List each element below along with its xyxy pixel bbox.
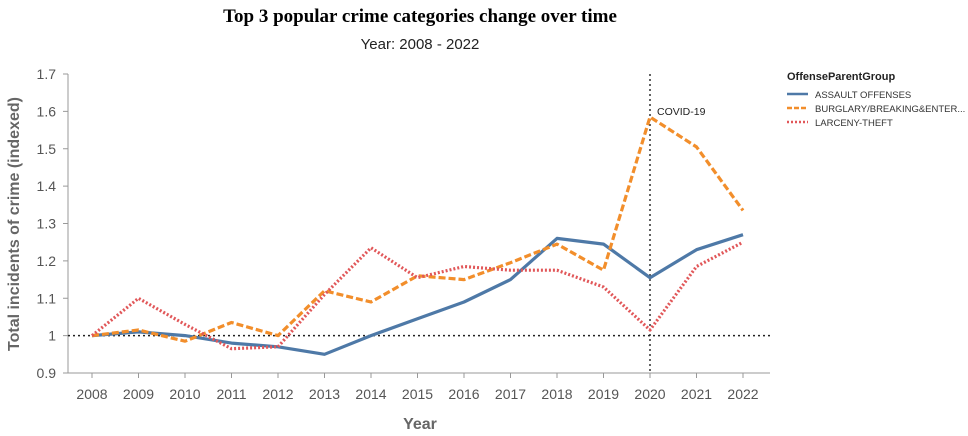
reference-lines (68, 74, 770, 373)
x-tick-label: 2017 (495, 386, 526, 402)
x-tick-label: 2022 (727, 386, 758, 402)
x-tick-label: 2021 (681, 386, 712, 402)
x-tick-label: 2011 (216, 386, 246, 402)
y-tick-label: 1.5 (37, 141, 57, 157)
x-tick-label: 2008 (76, 386, 107, 402)
legend-label: ASSAULT OFFENSES (815, 90, 911, 101)
y-tick-label: 1.4 (37, 178, 57, 194)
x-tick-label: 2010 (169, 386, 200, 402)
x-tick-label: 2018 (541, 386, 572, 402)
x-tick-label: 2019 (588, 386, 619, 402)
y-tick-label: 1.3 (37, 216, 57, 232)
x-tick-label: 2020 (634, 386, 665, 402)
covid-annotation: COVID-19 (657, 106, 706, 118)
chart-subtitle: Year: 2008 - 2022 (361, 36, 480, 53)
legend-label: LARCENY-THEFT (815, 118, 893, 129)
y-tick-label: 1.2 (37, 253, 57, 269)
series-line-2 (90, 240, 744, 351)
x-axis-title: Year (403, 416, 437, 433)
x-tick-label: 2014 (355, 386, 386, 402)
x-tick-label: 2015 (402, 386, 433, 402)
legend: OffenseParentGroup ASSAULT OFFENSES BURGL… (787, 71, 965, 129)
x-tick-label: 2009 (123, 386, 154, 402)
axes: 0.9 1 1.1 1.2 1.3 1.4 1.5 1.6 1.7 2008 2009 2010 201… (37, 66, 770, 402)
series-lines (90, 115, 745, 356)
y-tick-label: 0.9 (37, 365, 57, 381)
legend-title: OffenseParentGroup (787, 71, 895, 83)
y-tick-label: 1.1 (37, 290, 57, 306)
series-line-1 (91, 115, 745, 343)
y-tick-label: 1.7 (37, 66, 57, 82)
series-line-0 (91, 233, 744, 356)
chart-title: Top 3 popular crime categories change ov… (223, 6, 617, 27)
x-tick-label: 2013 (309, 386, 340, 402)
y-tick-label: 1 (48, 328, 56, 344)
x-tick-label: 2012 (262, 386, 293, 402)
y-axis-title: Total incidents of crime (indexed) (6, 97, 23, 351)
x-tick-label: 2016 (448, 386, 479, 402)
y-tick-label: 1.6 (37, 103, 57, 119)
legend-label: BURGLARY/BREAKING&ENTER... (815, 104, 965, 115)
